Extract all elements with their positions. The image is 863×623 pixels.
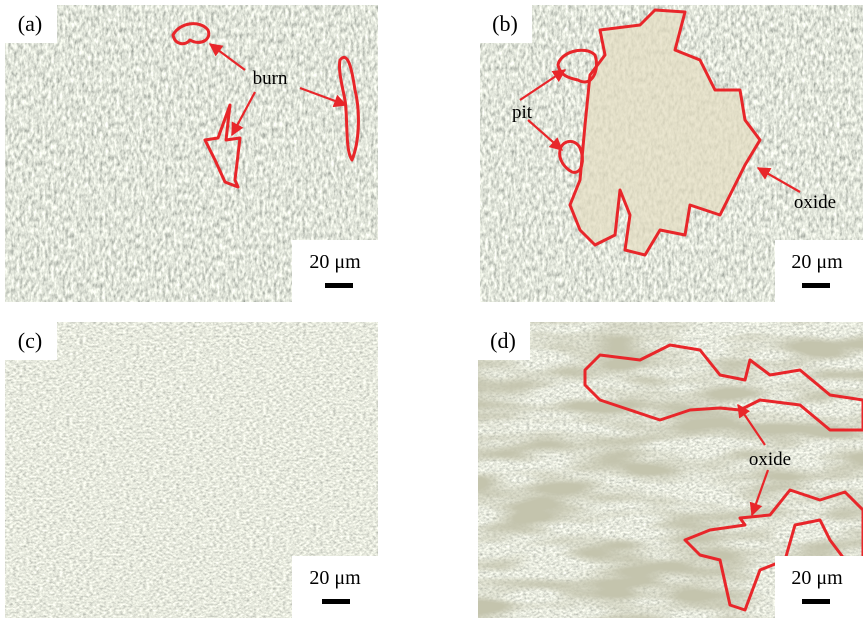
scale-text: 20 μm	[791, 567, 843, 589]
annotation: oxide	[794, 192, 836, 213]
figure: burn (a) 20 μm pit oxide (b) 20 μm (c) 2…	[0, 0, 863, 618]
panel-b: pit oxide (b) 20 μm	[480, 5, 863, 302]
scale-text: 20 μm	[309, 251, 361, 273]
scale-text: 20 μm	[309, 567, 361, 589]
scale-bar	[322, 599, 350, 604]
scale-bar	[802, 283, 830, 288]
panel-c: (c) 20 μm	[5, 322, 378, 618]
annotation: pit	[512, 102, 533, 123]
panel-label: (b)	[492, 11, 518, 36]
panel-label: (a)	[18, 11, 42, 36]
annotation: oxide	[749, 449, 791, 470]
scale-text: 20 μm	[791, 251, 843, 273]
panel-d: oxide (d) 20 μm	[478, 322, 863, 618]
scale-bar	[325, 283, 353, 288]
page: {"panels": [ {"label": "(a)", "annotatio…	[0, 0, 863, 618]
panel-label: (d)	[490, 328, 516, 353]
panel-label: (c)	[18, 328, 42, 353]
scale-bar	[802, 599, 830, 604]
annotation: burn	[253, 68, 288, 89]
panel-a: burn (a) 20 μm	[5, 5, 378, 302]
